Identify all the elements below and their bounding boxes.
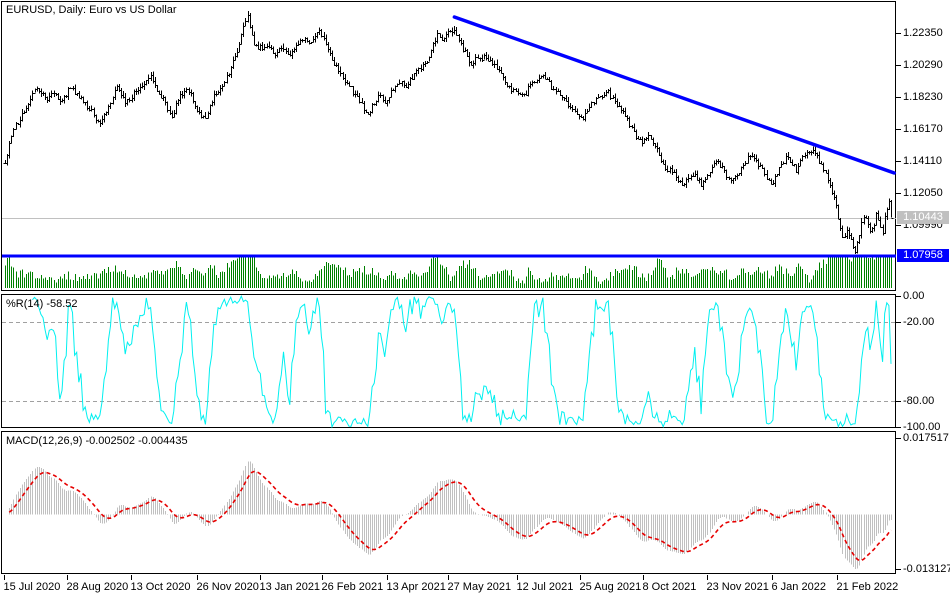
wpr-tick-label: -20.00 [903,316,935,329]
axis-ticks [4,33,901,580]
date-label: 23 Nov 2021 [706,581,769,593]
date-label: 13 Apr 2021 [386,581,446,593]
hline-price-badge: 1.07958 [897,249,949,262]
date-label: 21 Feb 2022 [836,581,899,593]
macd-label: MACD(12,26,9) -0.002502 -0.004435 [6,435,188,447]
price-tick-label: 1.22350 [903,27,943,39]
date-label: 15 Jul 2020 [3,581,61,593]
price-bars [3,11,894,255]
williams-r-line [32,294,892,429]
wpr-tick-label: -80.00 [903,394,935,407]
date-label: 25 Aug 2021 [579,581,642,593]
date-label: 26 Nov 2020 [196,581,259,593]
price-tick-label: 1.14110 [903,154,942,167]
price-tick-label: 1.12050 [903,186,943,199]
date-label: 6 Jan 2022 [771,581,826,593]
bid-price-badge: 1.10443 [897,211,949,224]
date-label: 13 Oct 2020 [130,581,191,593]
chart-title: EURUSD, Daily: Euro vs US Dollar [6,4,177,16]
macd-tick-label: 0.017517 [903,432,949,444]
volume-bars [5,257,892,288]
williams-r-label: %R(14) -58.52 [6,298,78,310]
date-label: 26 Feb 2021 [321,581,384,593]
date-label: 27 May 2021 [447,581,512,593]
price-tick-label: 1.16170 [903,122,943,135]
trendline[interactable] [452,15,896,175]
macd-tick-label: -0.013127 [903,563,950,575]
date-label: 28 Aug 2020 [66,581,129,593]
date-label: 12 Jul 2021 [516,581,574,593]
price-tick-label: 1.18230 [903,90,943,103]
date-label: 13 Jan 2021 [259,581,321,593]
price-tick-label: 1.20290 [903,58,943,71]
wpr-tick-label: -100.00 [903,421,941,433]
level-lines [2,322,896,402]
date-label: 8 Oct 2021 [642,581,697,593]
wpr-tick-label: 0.00 [903,290,925,302]
